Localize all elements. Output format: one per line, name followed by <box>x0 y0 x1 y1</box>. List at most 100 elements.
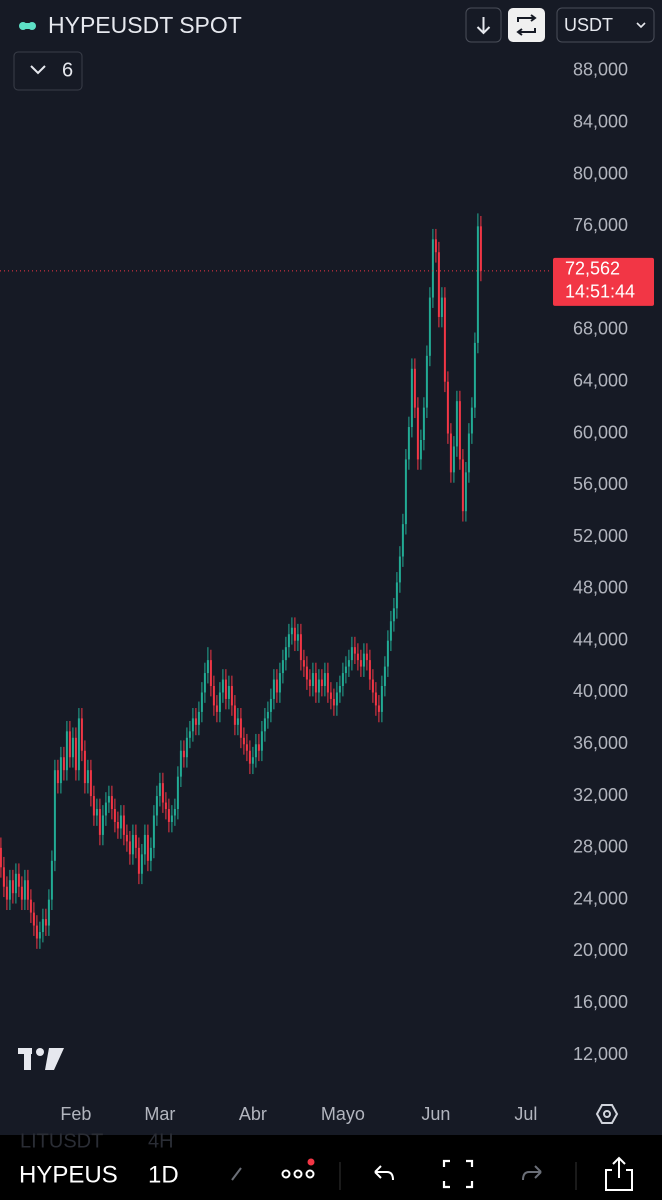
candle-body <box>197 711 200 725</box>
candle-body <box>281 660 284 674</box>
y-tick-label: 88,000 <box>573 60 628 80</box>
candle-body <box>302 660 305 667</box>
candle-body <box>467 433 470 473</box>
candle-body <box>266 711 269 719</box>
y-tick-label: 76,000 <box>573 215 628 235</box>
last-price-label: 72,562 <box>565 259 620 279</box>
candle-body <box>371 679 374 693</box>
fullscreen-icon[interactable] <box>442 1159 474 1189</box>
candle-body <box>152 815 155 848</box>
candle-body <box>203 673 206 693</box>
indicator-count: 6 <box>62 59 73 81</box>
draw-tool-icon[interactable] <box>231 1167 242 1181</box>
candle-body <box>221 679 224 693</box>
candle-body <box>305 666 308 680</box>
candle-body <box>347 660 350 667</box>
candle-body <box>419 439 422 460</box>
y-tick-label: 24,000 <box>573 888 628 908</box>
candle-body <box>29 899 32 913</box>
candle-body <box>98 809 101 835</box>
candle-body <box>452 446 455 473</box>
candle-body <box>179 750 182 777</box>
candle-body <box>77 718 80 771</box>
candle-body <box>245 744 248 751</box>
candle-body <box>149 847 152 861</box>
candle-body <box>278 673 281 693</box>
candle-body <box>257 744 260 751</box>
more-icon[interactable] <box>281 1169 315 1179</box>
candle-body <box>200 692 203 712</box>
candle-body <box>44 919 47 926</box>
candle-body <box>50 860 53 900</box>
candle-body <box>95 809 98 816</box>
candle-body <box>323 673 326 687</box>
candle-body <box>380 686 383 712</box>
tradingview-logo <box>18 1048 64 1070</box>
undo-icon[interactable] <box>374 1165 394 1181</box>
candle-body <box>239 718 242 738</box>
candle-body <box>377 705 380 712</box>
bottom-toolbar <box>0 1135 662 1200</box>
candle-body <box>350 647 353 661</box>
candle-body <box>146 834 149 861</box>
y-tick-label: 12,000 <box>573 1044 628 1064</box>
candle-body <box>59 757 62 784</box>
candle-body <box>476 226 479 343</box>
candle-body <box>140 854 143 874</box>
candle-body <box>62 757 65 771</box>
candle-body <box>188 731 191 738</box>
candle-body <box>155 796 158 816</box>
candle-body <box>2 867 5 887</box>
candle-body <box>455 401 458 447</box>
candle-body <box>308 679 311 687</box>
candle-body <box>227 686 230 699</box>
candle-body <box>113 809 116 822</box>
candle-body <box>164 802 167 810</box>
y-tick-label: 56,000 <box>573 474 628 494</box>
currency-select[interactable] <box>556 7 655 43</box>
candle-body <box>251 757 254 764</box>
candle-body <box>35 925 38 939</box>
y-tick-label: 48,000 <box>573 578 628 598</box>
candle-body <box>383 666 386 687</box>
candle-body <box>269 698 272 712</box>
candle-body <box>11 880 14 894</box>
candle-body <box>353 647 356 654</box>
share-icon[interactable] <box>605 1156 633 1191</box>
candle-body <box>392 608 395 622</box>
candle-body <box>32 912 35 926</box>
candle-body <box>101 815 104 835</box>
candle-body <box>428 297 431 356</box>
candle-body <box>296 634 299 641</box>
candle-body <box>407 427 410 460</box>
candle-body <box>410 368 413 428</box>
swap-button[interactable] <box>508 8 545 42</box>
dropdown-arrow <box>636 22 646 29</box>
candle-body <box>71 737 74 758</box>
candle-body <box>89 770 92 797</box>
candle-body <box>137 847 140 874</box>
candle-body <box>272 679 275 699</box>
candle-body <box>80 718 83 751</box>
candle-body <box>119 815 122 829</box>
toolbar-interval[interactable]: 1D <box>148 1161 179 1188</box>
candle-body <box>437 252 440 317</box>
y-tick-label: 36,000 <box>573 733 628 753</box>
candle-body <box>470 407 473 434</box>
candle-body <box>440 297 443 317</box>
settings-icon[interactable] <box>595 1104 619 1124</box>
candle-body <box>401 524 404 557</box>
collapse-icon <box>30 65 46 75</box>
last-price-box <box>553 257 654 306</box>
toolbar-symbol[interactable]: HYPEUS <box>19 1161 118 1188</box>
currency-label: USDT <box>564 15 613 35</box>
candle-body <box>443 297 446 382</box>
candle-body <box>116 821 119 829</box>
indicators-toggle[interactable] <box>13 51 83 91</box>
y-tick-label: 20,000 <box>573 940 628 960</box>
candle-body <box>254 744 257 758</box>
candle-body <box>185 737 188 758</box>
candle-body <box>317 679 320 693</box>
redo-icon[interactable] <box>522 1165 542 1181</box>
